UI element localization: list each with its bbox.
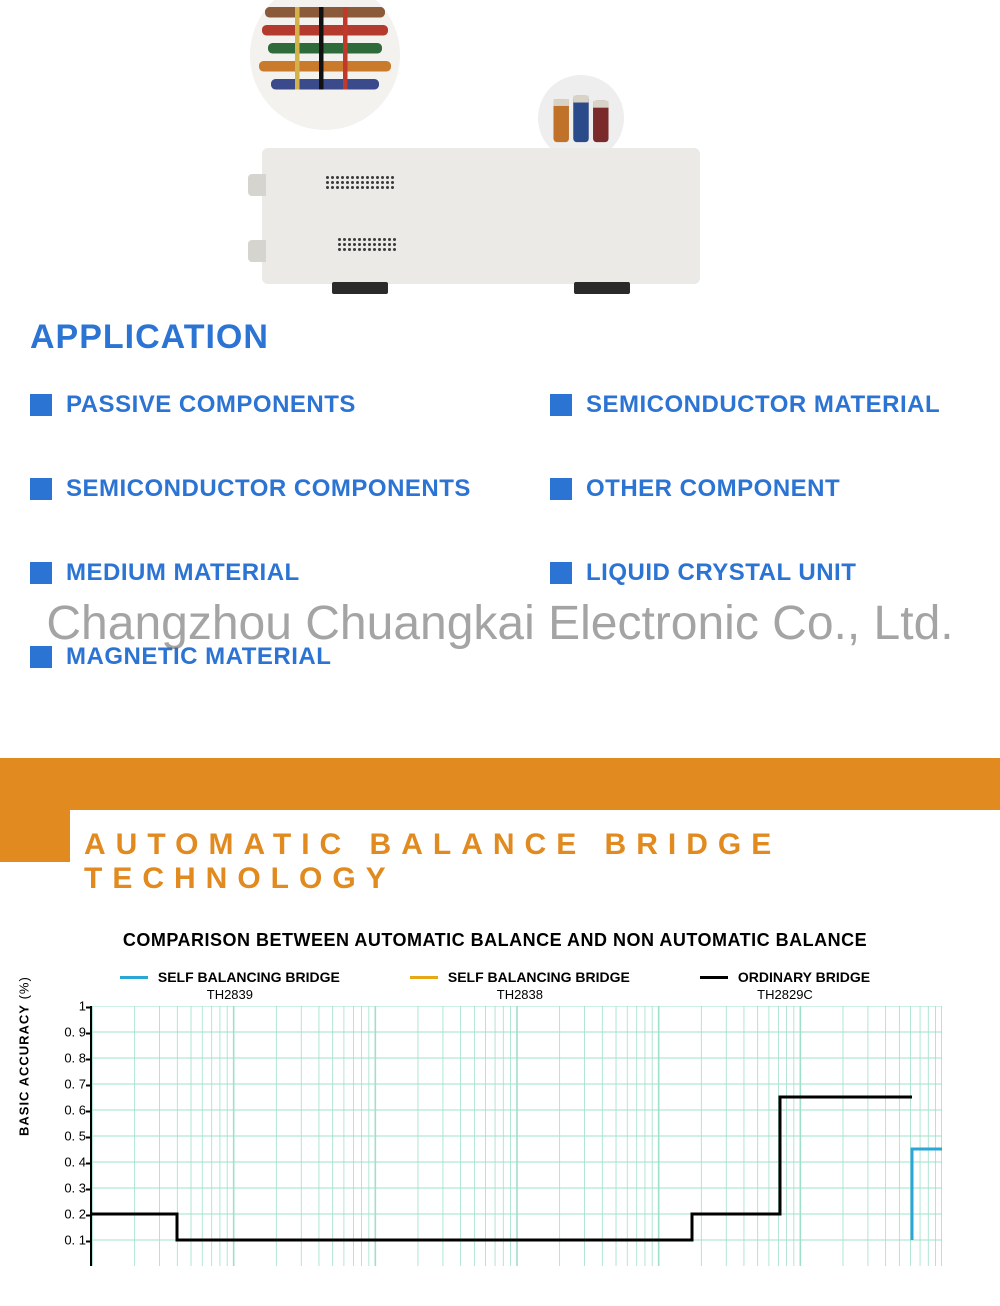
application-item: MEDIUM MATERIAL (30, 559, 550, 587)
y-tick-label: 0. 2 (52, 1207, 86, 1222)
application-item-label: SEMICONDUCTOR COMPONENTS (66, 475, 471, 503)
bullet-square-icon (550, 562, 572, 584)
legend-label: ORDINARY BRIDGE (738, 969, 870, 985)
bullet-square-icon (30, 646, 52, 668)
section-band: AUTOMATIC BALANCE BRIDGE TECHNOLOGY (0, 758, 1000, 862)
instrument-side-view (262, 148, 700, 284)
application-item: SEMICONDUCTOR COMPONENTS (30, 475, 550, 503)
y-axis-label: BASIC ACCURACY (%) (17, 976, 32, 1136)
y-tick-label: 0. 8 (52, 1051, 86, 1066)
legend-label: SELF BALANCING BRIDGE (158, 969, 340, 985)
vent-grille (338, 238, 396, 251)
application-item-label: SEMICONDUCTOR MATERIAL (586, 391, 940, 419)
y-tick-label: 0. 9 (52, 1025, 86, 1040)
vent-grille (326, 176, 394, 189)
application-item-label: MAGNETIC MATERIAL (66, 643, 331, 671)
y-tick-label: 1 (52, 999, 86, 1014)
y-tick-label: 0. 6 (52, 1103, 86, 1118)
chart-svg (92, 1006, 942, 1266)
y-tick-label: 0. 7 (52, 1077, 86, 1092)
y-tick-label: 0. 5 (52, 1129, 86, 1144)
application-section: APPLICATION PASSIVE COMPONENTS SEMICONDU… (0, 318, 1000, 671)
application-item-label: OTHER COMPONENT (586, 475, 840, 503)
legend-sub: TH2839 (207, 987, 253, 1002)
legend-item: SELF BALANCING BRIDGE TH2838 (410, 969, 630, 1002)
legend-item: SELF BALANCING BRIDGE TH2839 (120, 969, 340, 1002)
legend-swatch (410, 976, 438, 979)
bullet-square-icon (30, 394, 52, 416)
bullet-square-icon (30, 562, 52, 584)
legend-item: ORDINARY BRIDGE TH2829C (700, 969, 870, 1002)
application-item-label: PASSIVE COMPONENTS (66, 391, 356, 419)
application-grid: PASSIVE COMPONENTS SEMICONDUCTOR MATERIA… (30, 391, 970, 671)
chart-legend: SELF BALANCING BRIDGE TH2839 SELF BALANC… (40, 969, 950, 1002)
legend-sub: TH2838 (497, 987, 543, 1002)
bullet-square-icon (30, 478, 52, 500)
application-item-label: LIQUID CRYSTAL UNIT (586, 559, 856, 587)
application-item: LIQUID CRYSTAL UNIT (550, 559, 970, 587)
chart-title: COMPARISON BETWEEN AUTOMATIC BALANCE AND… (40, 930, 950, 951)
legend-sub: TH2829C (757, 987, 813, 1002)
bullet-square-icon (550, 394, 572, 416)
application-item: OTHER COMPONENT (550, 475, 970, 503)
legend-swatch (700, 976, 728, 979)
chart-plot: 10. 90. 80. 70. 60. 50. 40. 30. 20. 1 (90, 1006, 940, 1266)
y-tick-label: 0. 3 (52, 1181, 86, 1196)
legend-swatch (120, 976, 148, 979)
accuracy-chart: COMPARISON BETWEEN AUTOMATIC BALANCE AND… (40, 930, 950, 1266)
legend-label: SELF BALANCING BRIDGE (448, 969, 630, 985)
section-title-strip: AUTOMATIC BALANCE BRIDGE TECHNOLOGY (70, 810, 1000, 914)
section-title: AUTOMATIC BALANCE BRIDGE TECHNOLOGY (84, 828, 1000, 896)
application-item: PASSIVE COMPONENTS (30, 391, 550, 419)
application-item-label: MEDIUM MATERIAL (66, 559, 300, 587)
resistors-photo (250, 0, 400, 130)
application-item: SEMICONDUCTOR MATERIAL (550, 391, 970, 419)
hero-illustration (0, 0, 1000, 300)
y-tick-label: 0. 1 (52, 1233, 86, 1248)
application-item: MAGNETIC MATERIAL (30, 643, 550, 671)
y-tick-label: 0. 4 (52, 1155, 86, 1170)
application-title: APPLICATION (30, 318, 970, 357)
bullet-square-icon (550, 478, 572, 500)
